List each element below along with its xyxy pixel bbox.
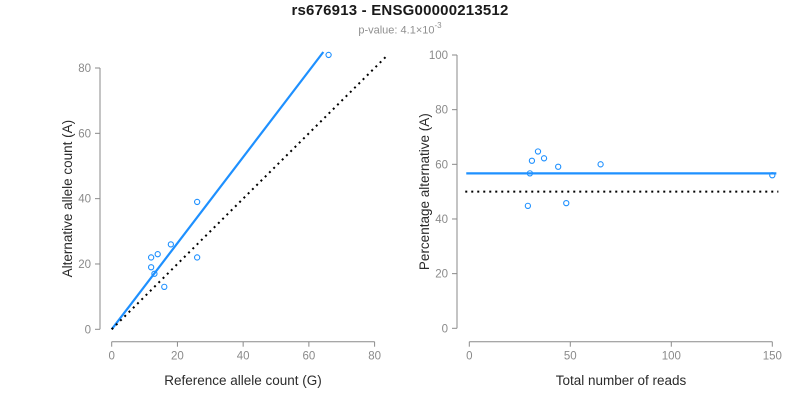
y-axis-title: Percentage alternative (A)	[417, 113, 432, 270]
data-point	[147, 254, 155, 261]
x-tick-label: 40	[237, 351, 250, 363]
y-axis-title: Alternative allele count (A)	[60, 120, 75, 278]
x-tick-label: 20	[171, 351, 184, 363]
y-tick-label: 0	[85, 324, 91, 336]
data-point	[528, 157, 536, 164]
data-point	[540, 155, 548, 162]
data-point	[154, 251, 161, 258]
data-point	[597, 161, 604, 168]
data-point	[193, 198, 201, 206]
x-tick-label: 50	[564, 351, 577, 363]
data-point	[325, 51, 332, 59]
x-tick-label: 60	[302, 351, 315, 363]
identity-line	[110, 55, 387, 331]
data-point	[167, 241, 175, 248]
fit-line	[110, 51, 325, 330]
x-tick-label: 80	[368, 351, 381, 363]
x-tick-label: 0	[466, 351, 472, 363]
x-tick-label: 150	[763, 351, 782, 363]
data-point	[534, 148, 542, 155]
x-axis-title: Reference allele count (G)	[164, 373, 322, 388]
x-tick-label: 100	[662, 351, 681, 363]
figure-title: rs676913 - ENSG00000213512	[291, 2, 509, 19]
data-point	[161, 283, 168, 290]
p-value-times-ten: ×10	[415, 24, 435, 37]
data-point	[524, 202, 532, 210]
y-tick-label: 40	[78, 194, 91, 206]
data-point	[193, 254, 201, 261]
x-axis-title: Total number of reads	[556, 373, 687, 388]
y-tick-label: 60	[78, 128, 91, 140]
percentage-vs-reads-plot: 0 20 40 60 80 100 0 50 100 150 Total number of rea…	[417, 50, 782, 388]
y-tick-label: 80	[435, 105, 448, 117]
p-value-mantissa: 4.1	[400, 24, 416, 37]
data-point	[151, 270, 158, 277]
p-value-subtitle: p-value: 4.1×10-3	[0, 21, 800, 37]
x-tick-label: 0	[108, 351, 114, 363]
y-tick-label: 40	[435, 214, 448, 226]
data-point	[563, 199, 570, 207]
data-point	[147, 264, 155, 271]
data-point	[555, 163, 562, 170]
y-tick-label: 20	[78, 259, 91, 271]
y-tick-label: 0	[442, 323, 448, 335]
allele-counts-plot: 0 20 40 60 80 0 20 40 60 80 Reference allele count…	[60, 51, 387, 388]
figure-header: rs676913 - ENSG00000213512 p-value: 4.1×…	[0, 2, 800, 37]
y-tick-label: 80	[78, 63, 91, 75]
y-tick-label: 20	[435, 269, 448, 281]
y-tick-label: 100	[429, 50, 448, 62]
y-tick-label: 60	[435, 159, 448, 171]
p-value-label: p-value:	[358, 24, 401, 37]
p-value-exponent: -3	[434, 21, 442, 30]
